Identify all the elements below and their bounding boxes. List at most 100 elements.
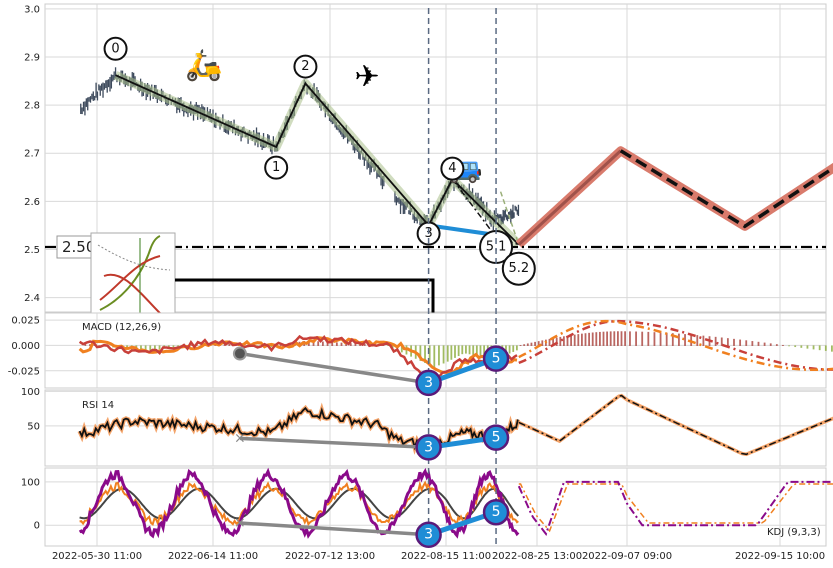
rsi-divergence-label: 3 (424, 439, 433, 455)
rsi-divergence-label: 5 (492, 430, 501, 446)
kdj-d-line (79, 487, 520, 520)
inset-thumbnail (90, 232, 176, 326)
macd-hist-bar (635, 331, 637, 346)
macd-hist-bar (563, 336, 565, 346)
macd-hist-bar (641, 331, 644, 346)
price-y-tick-label: 2.7 (24, 149, 40, 160)
macd-hist-bar (530, 342, 533, 346)
macd-hist-bar (391, 345, 394, 349)
macd-hist-bar (331, 342, 334, 346)
macd-divergence-gray-line (239, 351, 429, 385)
kdj-divergence-label: 3 (424, 527, 433, 543)
wave-alt-dashed (499, 191, 520, 245)
macd-hist-bar (831, 345, 833, 352)
macd-lines (78, 319, 833, 381)
macd-hist-bar (438, 345, 440, 366)
kdj-divergence-circle (415, 521, 442, 548)
macd-y-ticks: 0.025 0.000 -0.025 (8, 316, 40, 378)
macd-hist-bar (472, 345, 475, 355)
wave-label-circle (501, 251, 536, 286)
macd-hist-bar (400, 345, 403, 353)
rsi-divergence-circle (482, 424, 510, 451)
kdj-divergence-start-x: × (234, 515, 246, 531)
macd-hist-bar (442, 345, 445, 364)
scooter-icon: 🛵 (185, 48, 222, 83)
macd-y-tick-label: -0.025 (8, 366, 40, 377)
macd-hist-bar (349, 343, 352, 346)
macd-hist-bar (629, 331, 631, 346)
macd-hist-bar (256, 345, 259, 347)
macd-hist-bar (591, 332, 594, 346)
macd-hist-bar (609, 331, 612, 346)
macd-hist-bar (140, 345, 142, 351)
macd-hist-bar (312, 340, 315, 346)
macd-hist-bar (424, 345, 426, 363)
macd-hist-bar (602, 331, 605, 346)
x-tick-label: 2022-05-30 11:00 (52, 551, 142, 562)
macd-hist-bar (624, 331, 626, 346)
macd-hist-bar (812, 345, 815, 350)
macd-hist-bar (659, 332, 662, 346)
macd-hist-bar (508, 345, 511, 354)
wave-path (115, 74, 520, 246)
wave-projection (515, 146, 833, 248)
macd-hist-bar (465, 345, 467, 354)
x-tick-label: 2022-08-25 13:00 (492, 551, 582, 562)
kdj-y-ticks: 100 0 (21, 477, 40, 531)
rsi-divergence-start-x: × (234, 430, 246, 446)
macd-hist-bar (475, 345, 478, 356)
macd-hist-bar (573, 334, 576, 346)
macd-y-tick-label: 0.000 (11, 341, 40, 352)
macd-hist-bar (223, 343, 226, 346)
macd-hist-bar (359, 343, 361, 346)
macd-hist-bar (433, 345, 436, 368)
kdj-projection-k (518, 483, 833, 533)
price-level-value: 2.50 (62, 238, 95, 256)
inset-curve-green (99, 235, 161, 311)
macd-hist-bar (321, 341, 324, 346)
wave-label-text: 2 (301, 59, 309, 74)
price-y-ticks: 3.0 2.9 2.8 2.7 2.6 2.5 2.4 (24, 4, 40, 304)
macd-hist-bar (515, 345, 518, 351)
kdj-divergence-gray-line (239, 521, 429, 537)
kdj-divergence-label: 5 (492, 504, 501, 520)
macd-hist-bar (588, 332, 590, 346)
macd-divergence-label: 5 (492, 351, 501, 367)
kdj-y-tick-label: 0 (34, 521, 40, 532)
x-tick-label: 2022-08-15 11:00 (401, 551, 491, 562)
airplane-icon: ✈ (355, 60, 380, 95)
macd-hist-bar (526, 343, 529, 346)
kdj-j-line (78, 467, 520, 539)
macd-hist-bar (537, 341, 540, 346)
x-axis-ticks: 2022-05-30 11:00 2022-06-14 11:00 2022-07-… (52, 551, 825, 562)
macd-line (78, 334, 518, 381)
macd-hist-bar (228, 344, 231, 346)
divergence-markers: 3 5 × 3 5 × 3 5 (232, 345, 510, 548)
wave-label-text: 5.1 (486, 240, 507, 255)
macd-hist-bar (678, 333, 680, 346)
macd-hist-bar (144, 345, 147, 351)
price-y-tick-label: 2.5 (24, 245, 40, 256)
macd-hist-bar (617, 331, 619, 346)
rsi-lines (77, 393, 833, 457)
macd-hist-bar (818, 345, 821, 351)
macd-hist-bar (584, 333, 587, 346)
projection-dashed-leg (619, 149, 833, 229)
macd-hist-bar (726, 338, 729, 346)
macd-hist-bar (523, 344, 526, 346)
macd-hist-bar (419, 345, 422, 361)
macd-hist-bar (714, 336, 717, 346)
x-tick-label: 2022-09-15 10:00 (735, 551, 825, 562)
rsi-divergence-gray-line (239, 436, 429, 450)
macd-hist-bar (468, 345, 471, 355)
macd-hist-bar (647, 331, 650, 346)
macd-hist-bar (534, 341, 536, 346)
price-panel: 3.02.92.82.72.62.52.4 2.50 🛵✈🚙 012345.15… (24, 3, 833, 356)
macd-hist-bar (653, 332, 656, 346)
macd-hist-bar (548, 338, 551, 346)
rsi-divergence-circle (415, 434, 442, 461)
macd-hist-bar (335, 342, 338, 346)
kdj-divergence-circle (482, 498, 510, 526)
macd-hist-bar (450, 345, 453, 360)
